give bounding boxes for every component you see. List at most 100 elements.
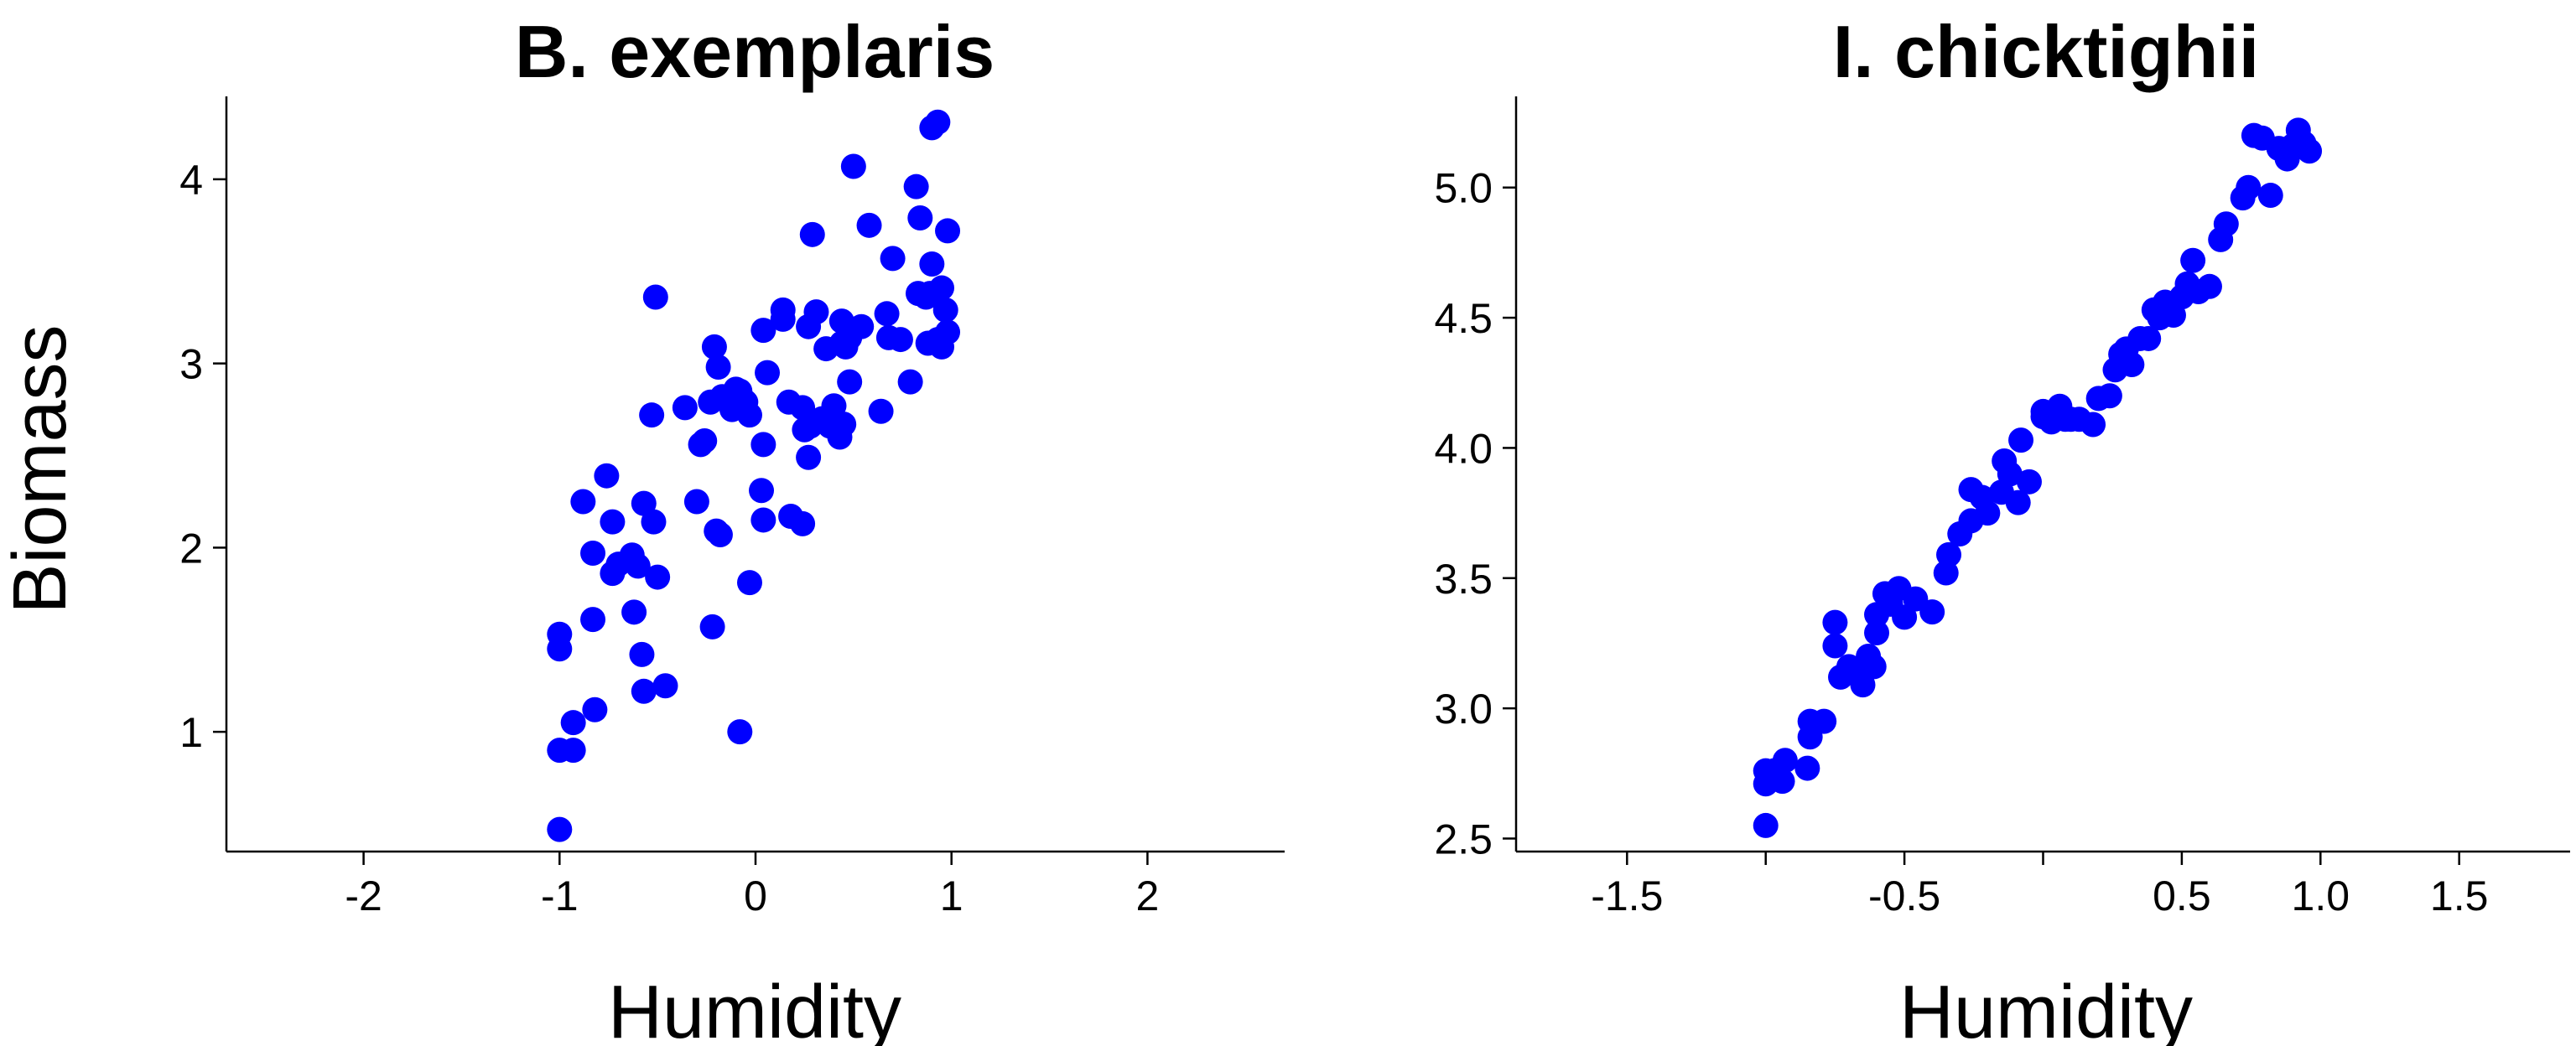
x-tick-label: -1 (541, 873, 578, 919)
panel-title: B. exemplaris (515, 10, 995, 93)
data-point (1797, 724, 1823, 750)
data-point (2080, 412, 2106, 438)
data-point (692, 427, 718, 453)
y-tick-label: 5.0 (1434, 165, 1493, 212)
y-tick-label: 3.5 (1434, 556, 1493, 603)
data-point (736, 402, 762, 428)
data-point (641, 509, 667, 535)
data-point (631, 678, 657, 704)
data-point (625, 553, 651, 579)
data-point (2180, 247, 2206, 273)
data-point (580, 540, 606, 566)
data-point (1822, 609, 1848, 635)
data-point (707, 522, 733, 548)
data-point (621, 599, 647, 625)
data-point (652, 673, 678, 699)
data-point (821, 393, 847, 419)
data-point (831, 412, 857, 438)
data-point (642, 284, 668, 310)
data-point (1936, 541, 1962, 567)
data-point (750, 318, 776, 344)
panel-title: I. chicktighii (1833, 10, 2260, 93)
data-point (1850, 672, 1876, 698)
data-point (736, 570, 762, 596)
data-point (2236, 174, 2262, 200)
y-axis-label: Biomass (0, 324, 82, 614)
data-point (874, 301, 900, 327)
data-point (594, 463, 620, 489)
data-point (755, 360, 781, 386)
data-point (840, 153, 866, 179)
data-point (705, 355, 731, 381)
data-point (547, 621, 573, 647)
data-point (2257, 183, 2283, 209)
data-point (897, 369, 923, 395)
data-point (903, 173, 929, 199)
data-point (2213, 211, 2239, 237)
x-tick-label: -1.5 (1591, 873, 1663, 919)
data-point (672, 395, 698, 421)
x-tick-label: 2 (1136, 873, 1160, 919)
data-point (868, 398, 894, 424)
y-tick-label: 2 (179, 525, 203, 572)
data-point (856, 212, 882, 238)
data-point (790, 510, 816, 536)
data-point (849, 313, 875, 339)
data-point (750, 507, 776, 533)
data-point (2136, 325, 2162, 351)
data-point (2005, 489, 2031, 515)
x-tick-label: -2 (345, 873, 382, 919)
data-point (837, 369, 863, 395)
data-point (560, 738, 586, 764)
y-tick-label: 4 (179, 157, 203, 204)
axes (225, 96, 1285, 853)
data-point (2297, 138, 2323, 164)
y-tick-label: 4.5 (1434, 295, 1493, 342)
data-point (2119, 352, 2145, 378)
data-point (2196, 273, 2222, 299)
x-tick-label: 1.5 (2430, 873, 2489, 919)
data-point (1892, 604, 1918, 630)
data-point (1919, 599, 1945, 625)
data-point (1772, 748, 1798, 774)
x-tick-label: 1.0 (2292, 873, 2350, 919)
data-point (631, 490, 657, 516)
data-point (699, 614, 725, 640)
data-point (2008, 427, 2034, 453)
data-point (580, 607, 606, 633)
data-point (803, 299, 829, 325)
data-points (1753, 117, 2323, 838)
data-point (932, 297, 958, 323)
data-point (919, 251, 945, 277)
data-point (935, 218, 961, 244)
x-tick-label: 1 (940, 873, 963, 919)
y-tick-label: 3.0 (1434, 686, 1493, 733)
data-point (1997, 461, 2023, 487)
y-tick-label: 2.5 (1434, 816, 1493, 862)
data-point (2096, 383, 2122, 409)
data-point (1769, 769, 1795, 795)
x-axis-label: Humidity (1899, 971, 2193, 1046)
data-points (547, 109, 961, 842)
data-point (701, 334, 727, 360)
data-point (1975, 500, 2001, 526)
data-point (799, 221, 825, 247)
data-point (629, 641, 655, 667)
data-point (2016, 469, 2042, 495)
data-point (750, 432, 776, 458)
data-point (727, 719, 753, 745)
x-tick-label: 0.5 (2153, 873, 2211, 919)
data-point (925, 109, 951, 135)
data-point (929, 275, 955, 301)
x-tick-label: -0.5 (1868, 873, 1940, 919)
ticks: -1.5 -0.5 0.5 1.0 1.5 2.5 3.0 3.5 4.0 4.5 5.0 (1434, 165, 2488, 919)
data-point (1794, 755, 1820, 781)
data-point (547, 816, 573, 842)
data-point (639, 402, 665, 428)
axes (1514, 96, 2570, 853)
data-point (1753, 812, 1779, 838)
data-point (683, 489, 709, 515)
data-point (1861, 654, 1887, 680)
y-tick-label: 1 (179, 709, 203, 756)
